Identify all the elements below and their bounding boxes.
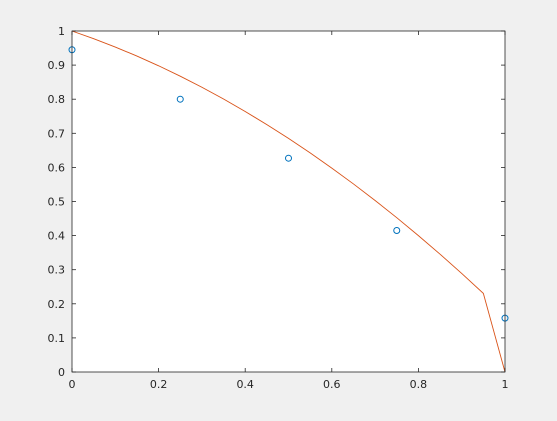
x-tick-label: 0 <box>69 378 76 391</box>
plot-background <box>72 31 505 372</box>
y-tick-label: 0 <box>58 366 65 379</box>
y-tick-label: 0.7 <box>48 127 66 140</box>
y-tick-label: 0.1 <box>48 332 66 345</box>
y-tick-label: 1 <box>58 25 65 38</box>
data-point <box>393 226 401 234</box>
data-point <box>176 95 184 103</box>
x-tick-label: 0.4 <box>236 378 254 391</box>
y-tick-label: 0.4 <box>48 230 66 243</box>
x-tick-label: 0.6 <box>323 378 341 391</box>
x-tick-label: 1 <box>502 378 509 391</box>
x-tick-label: 0.8 <box>410 378 428 391</box>
y-tick-label: 0.9 <box>48 59 66 72</box>
x-tick-label: 0.2 <box>150 378 168 391</box>
y-tick-label: 0.5 <box>48 196 66 209</box>
y-axis: 0 0.1 0.2 0.3 0.4 0.5 0.6 0.7 0.8 0.9 1 <box>48 25 505 379</box>
y-tick-label: 0.2 <box>48 298 66 311</box>
x-axis: 0 0.2 0.4 0.6 0.8 1 <box>69 31 509 391</box>
y-tick-label: 0.8 <box>48 93 66 106</box>
data-point <box>285 154 292 162</box>
fit-curve <box>71 30 506 373</box>
y-tick-label: 0.3 <box>48 264 66 277</box>
y-tick-label: 0.6 <box>48 161 66 174</box>
